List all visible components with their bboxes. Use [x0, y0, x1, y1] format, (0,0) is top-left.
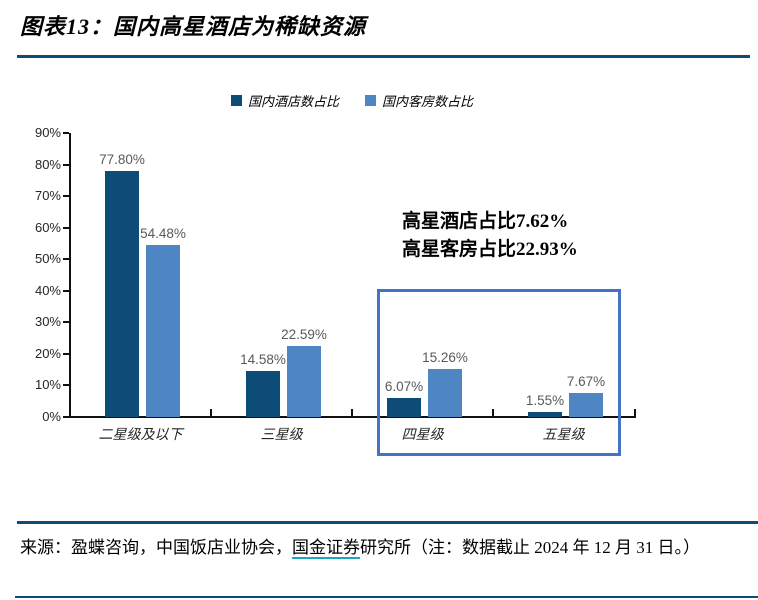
- bar-value-label: 1.55%: [525, 393, 565, 409]
- high-star-highlight-box: [377, 289, 621, 456]
- bar-value-label: 6.07%: [384, 378, 424, 394]
- y-axis-tick: [63, 258, 69, 261]
- y-axis-tick: [63, 195, 69, 198]
- x-axis-tick: [492, 409, 494, 417]
- y-axis-tick-label: 60%: [34, 219, 61, 235]
- y-axis-tick: [63, 352, 69, 355]
- legend-swatch-hotel-count: [230, 95, 242, 106]
- bar-value-label: 54.48%: [140, 226, 186, 242]
- x-axis-line: [69, 416, 636, 418]
- y-axis-tick: [63, 289, 69, 292]
- bar-room-count-share: [428, 368, 462, 417]
- bar-room-count-share: [569, 392, 603, 417]
- y-axis-tick: [63, 132, 69, 134]
- bar-value-label: 22.59%: [281, 326, 327, 342]
- y-axis-tick-label: 30%: [34, 314, 61, 330]
- legend-label-room-count: 国内客房数占比: [382, 94, 474, 109]
- x-axis-category-label: 三星级: [260, 428, 303, 443]
- y-axis-tick-label: 90%: [34, 125, 61, 140]
- x-axis-category-label: 四星级: [401, 428, 444, 443]
- x-axis-tick: [351, 409, 353, 417]
- x-axis-end-tick: [634, 409, 636, 417]
- source-suffix: 研究所（注：数据截止 2024 年 12 月 31 日。）: [360, 538, 700, 557]
- y-axis-tick: [63, 384, 69, 387]
- bar-hotel-count-share: [105, 171, 139, 417]
- x-axis-tick: [210, 409, 212, 417]
- y-axis-tick: [63, 226, 69, 229]
- high-star-annotation: 高星酒店占比7.62% 高星客房占比22.93%: [402, 208, 578, 264]
- chart-legend: 国内酒店数占比 国内客房数占比: [70, 91, 634, 110]
- y-axis-tick-label: 20%: [34, 345, 61, 361]
- chart-title: 图表13：国内高星酒店为稀缺资源: [20, 14, 367, 39]
- bar-hotel-count-share: [528, 412, 562, 417]
- y-axis-line: [69, 133, 71, 418]
- legend-item-room-count: 国内客房数占比: [365, 91, 473, 110]
- title-divider: [17, 55, 750, 58]
- y-axis-tick-label: 40%: [34, 282, 61, 298]
- x-axis-category-label: 二星级及以下: [98, 428, 183, 443]
- y-axis-tick-label: 70%: [34, 188, 61, 204]
- y-axis-tick: [63, 416, 69, 418]
- bar-room-count-share: [146, 245, 180, 417]
- y-axis-tick-label: 0%: [42, 409, 61, 424]
- source-note: 来源：盈蝶咨询，中国饭店业协会，国金证券研究所（注：数据截止 2024 年 12…: [20, 527, 746, 569]
- bar-room-count-share: [287, 345, 321, 417]
- bar-value-label: 77.80%: [99, 152, 145, 168]
- legend-item-hotel-count: 国内酒店数占比: [230, 91, 339, 110]
- y-axis-tick-label: 50%: [34, 251, 61, 267]
- bar-value-label: 14.58%: [240, 351, 286, 367]
- y-axis-tick: [63, 321, 69, 324]
- legend-swatch-room-count: [365, 95, 376, 106]
- footer-divider-bottom: [15, 596, 758, 598]
- bar-hotel-count-share: [246, 370, 280, 417]
- source-prefix: 来源：盈蝶咨询，中国饭店业协会，: [20, 538, 292, 557]
- annotation-line-hotel-share: 高星酒店占比7.62%: [402, 211, 569, 232]
- footer-divider-top: [17, 521, 758, 524]
- source-link-guojin-securities[interactable]: 国金证券: [292, 538, 360, 559]
- annotation-line-room-share: 高星客房占比22.93%: [402, 239, 578, 260]
- bar-value-label: 7.67%: [566, 373, 606, 389]
- bar-value-label: 15.26%: [422, 349, 468, 365]
- y-axis-tick-label: 80%: [34, 156, 61, 172]
- y-axis-tick-label: 10%: [34, 377, 61, 393]
- legend-label-hotel-count: 国内酒店数占比: [247, 94, 339, 109]
- x-axis-category-label: 五星级: [542, 428, 585, 443]
- y-axis-tick: [63, 163, 69, 166]
- bar-hotel-count-share: [387, 397, 421, 417]
